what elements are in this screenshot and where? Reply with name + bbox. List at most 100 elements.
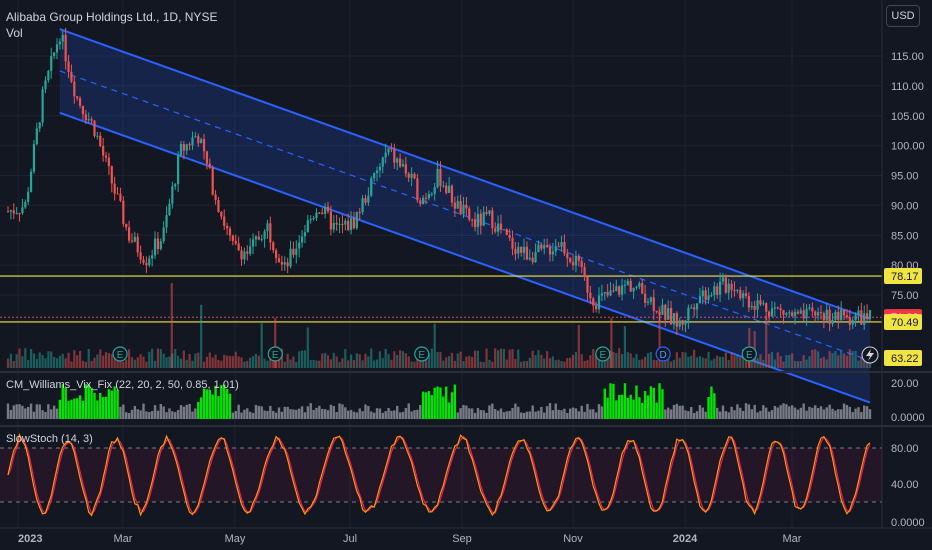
candle-body bbox=[817, 312, 820, 316]
volume-bar bbox=[716, 355, 719, 368]
volume-bar bbox=[814, 349, 817, 368]
vix-fix-bar bbox=[638, 397, 641, 419]
price-tick-label: 105.00 bbox=[891, 111, 925, 123]
volume-bar bbox=[398, 350, 402, 368]
candle-body bbox=[358, 211, 361, 213]
candle-body bbox=[779, 308, 782, 311]
lightning-icon bbox=[861, 346, 879, 364]
candle-body bbox=[767, 311, 771, 317]
volume-bar bbox=[122, 361, 125, 368]
candle-body bbox=[12, 210, 15, 214]
currency-button[interactable]: USD bbox=[886, 5, 920, 27]
candle-body bbox=[580, 260, 583, 268]
volume-bar bbox=[854, 350, 857, 368]
stoch-k-line bbox=[7, 432, 871, 517]
vix-fix-bar bbox=[165, 412, 168, 419]
candle-body bbox=[548, 247, 552, 255]
volume-bar bbox=[583, 360, 586, 368]
candle-body bbox=[191, 137, 194, 146]
volume-bar bbox=[321, 353, 324, 368]
vix-fix-bar bbox=[335, 412, 338, 419]
vix-fix-bar bbox=[545, 406, 549, 419]
volume-bar bbox=[257, 355, 260, 368]
vix-fix-bar bbox=[6, 403, 10, 419]
vix-fix-bar bbox=[93, 392, 96, 419]
vix-fix-bar bbox=[214, 385, 217, 419]
candle-body bbox=[249, 246, 252, 254]
candle-body bbox=[110, 166, 113, 184]
candle-body bbox=[81, 105, 85, 115]
volume-bar bbox=[782, 361, 785, 368]
vix-fix-bar bbox=[447, 402, 451, 419]
candle-body bbox=[546, 245, 549, 248]
volume-bar bbox=[675, 352, 678, 368]
vix-fix-bar bbox=[246, 408, 249, 419]
candle-body bbox=[168, 203, 171, 215]
vix-fix-bar bbox=[672, 405, 676, 419]
candle-body bbox=[142, 259, 145, 263]
volume-bar bbox=[508, 349, 511, 368]
vix-fix-bar bbox=[517, 406, 520, 419]
volume-bar bbox=[540, 354, 543, 368]
candle-body bbox=[718, 281, 722, 295]
vix-fix-bar bbox=[753, 404, 756, 419]
vix-fix-bar bbox=[228, 393, 232, 419]
vix-fix-bar bbox=[606, 397, 609, 419]
candle-body bbox=[99, 135, 102, 147]
vix-fix-bar bbox=[658, 383, 661, 419]
symbol-title[interactable]: Alibaba Group Holdings Ltd., 1D, NYSE bbox=[6, 10, 218, 24]
earnings-marker-label: E bbox=[599, 350, 606, 361]
candle-body bbox=[223, 216, 226, 226]
candle-body bbox=[24, 201, 27, 208]
volume-bar bbox=[162, 353, 165, 368]
earnings-marker-badge bbox=[267, 346, 283, 362]
time-tick-label: Mar bbox=[783, 533, 802, 545]
candle-body bbox=[623, 284, 627, 286]
candle-body bbox=[200, 139, 203, 144]
vix-fix-bar bbox=[248, 411, 252, 419]
vix-fix-bar bbox=[793, 407, 797, 419]
vix-fix-bar bbox=[55, 408, 59, 419]
vix-fix-bar bbox=[52, 405, 56, 419]
vix-fix-bar bbox=[551, 410, 555, 419]
candle-body bbox=[866, 313, 869, 320]
candle-body bbox=[799, 310, 802, 314]
volume-bar bbox=[191, 360, 194, 368]
volume-spike bbox=[274, 318, 277, 368]
volume-bar bbox=[796, 361, 800, 368]
vix-fix-bar bbox=[344, 407, 347, 419]
candle-body bbox=[759, 300, 762, 305]
candle-body bbox=[863, 313, 866, 325]
candle-body bbox=[367, 195, 370, 203]
volume-bar bbox=[733, 355, 736, 368]
volume-bar bbox=[96, 354, 99, 368]
volume-bar bbox=[822, 356, 825, 368]
vix-fix-bar bbox=[632, 399, 635, 419]
candle-body bbox=[246, 251, 249, 254]
volume-bar bbox=[6, 358, 10, 368]
vix-fix-bar bbox=[713, 393, 716, 419]
vix-fix-bar bbox=[863, 405, 866, 419]
earnings-marker: E bbox=[414, 346, 430, 362]
vix-fix-bar bbox=[104, 396, 108, 419]
candle-body bbox=[35, 128, 38, 145]
candle-body bbox=[318, 212, 321, 214]
volume-bar bbox=[825, 359, 828, 368]
volume-bar bbox=[811, 349, 814, 368]
candle-body bbox=[266, 223, 269, 232]
candle-body bbox=[675, 313, 678, 327]
vix-fix-bar bbox=[479, 409, 483, 419]
candle-body bbox=[234, 240, 237, 244]
pane-separators bbox=[0, 0, 932, 529]
vix-fix-bar bbox=[122, 404, 125, 419]
volume-bar bbox=[439, 351, 442, 368]
volume-bar bbox=[93, 357, 96, 368]
candle-body bbox=[96, 135, 99, 137]
volume-bar bbox=[626, 352, 629, 368]
vix-fix-bar bbox=[433, 387, 436, 419]
volume-bar bbox=[612, 351, 615, 368]
price-tag: 70.49 bbox=[884, 313, 922, 330]
volume-bar bbox=[491, 361, 494, 368]
vix-fix-bar bbox=[857, 407, 860, 419]
